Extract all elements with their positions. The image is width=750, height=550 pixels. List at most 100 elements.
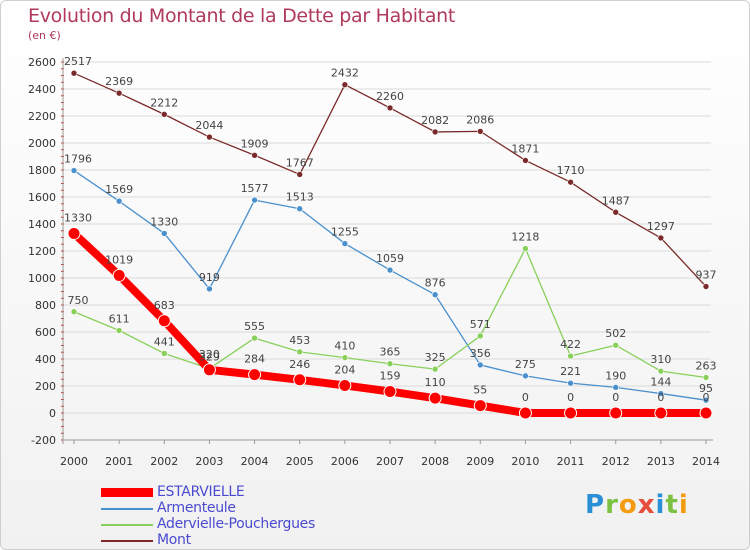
- data-point: [657, 367, 665, 375]
- series-mont: [70, 69, 710, 290]
- y-tick-label: 2000: [28, 137, 56, 150]
- chart-subtitle: (en €): [28, 29, 61, 42]
- y-tick-label: 0: [49, 407, 56, 420]
- data-point: [522, 157, 529, 164]
- data-label: 410: [334, 340, 355, 353]
- data-point: [473, 399, 487, 413]
- x-tick-label: 2006: [331, 455, 359, 468]
- data-point: [657, 234, 665, 242]
- data-label: 0: [522, 391, 529, 404]
- logo-letter: x: [637, 490, 656, 520]
- data-point: [383, 385, 397, 399]
- logo-letter: P: [585, 490, 606, 520]
- data-label: 876: [425, 277, 446, 290]
- data-point: [476, 128, 484, 135]
- data-label: 246: [289, 358, 310, 371]
- legend-label: Armenteule: [157, 500, 236, 516]
- data-label: 2369: [105, 75, 133, 88]
- data-point: [476, 361, 484, 369]
- data-label: 571: [470, 318, 491, 331]
- data-point: [70, 69, 78, 77]
- data-label: 1330: [64, 211, 92, 224]
- data-label: 144: [650, 376, 671, 389]
- data-label: 2212: [150, 96, 178, 109]
- data-point: [296, 205, 304, 213]
- legend-label: Adervielle-Pouchergues: [157, 516, 315, 532]
- data-point: [341, 240, 349, 247]
- y-tick-label: 1000: [28, 272, 56, 285]
- data-label: 1710: [557, 164, 585, 177]
- legend-swatch: [101, 540, 153, 542]
- data-point: [386, 104, 394, 112]
- series-estarvielle: [67, 226, 713, 420]
- data-point: [567, 379, 574, 387]
- data-point: [431, 128, 439, 136]
- data-label: 190: [605, 369, 626, 382]
- logo-letter: o: [618, 490, 638, 520]
- data-label: 453: [289, 334, 310, 347]
- x-tick-label: 2008: [421, 455, 449, 468]
- y-tick-label: 2200: [28, 110, 56, 123]
- legend-item-armenteule: Armenteule: [101, 500, 361, 517]
- y-tick-label: 2400: [28, 83, 56, 96]
- y-tick-label: -200: [31, 434, 56, 447]
- data-point: [522, 372, 529, 380]
- data-label: 310: [650, 353, 671, 366]
- data-label: 1577: [241, 182, 269, 195]
- data-label: 611: [109, 313, 130, 326]
- data-label: 1255: [331, 226, 359, 239]
- legend-item-adervielle-pouchergues: Adervielle-Pouchergues: [101, 516, 361, 533]
- logo-letter: r: [605, 490, 619, 520]
- x-tick-label: 2007: [376, 455, 404, 468]
- legend: ESTARVIELLE Armenteule Adervielle-Pouche…: [101, 484, 361, 549]
- data-point: [67, 226, 81, 240]
- y-tick-label: 200: [35, 380, 56, 393]
- data-label: 110: [425, 376, 446, 389]
- data-point: [115, 327, 123, 334]
- data-point: [293, 373, 307, 387]
- data-label: 2082: [421, 114, 449, 127]
- data-point: [699, 406, 713, 420]
- data-label: 55: [473, 384, 487, 397]
- x-tick-label: 2001: [105, 455, 133, 468]
- data-point: [251, 334, 258, 342]
- data-label: 275: [515, 358, 536, 371]
- x-tick-label: 2004: [241, 455, 269, 468]
- logo-letter: i: [655, 490, 666, 520]
- legend-swatch: [101, 488, 153, 497]
- data-label: 1330: [150, 215, 178, 228]
- data-label: 284: [244, 353, 265, 366]
- data-label: 441: [154, 335, 175, 348]
- data-point: [251, 196, 258, 204]
- data-point: [338, 378, 352, 392]
- data-label: 1218: [511, 231, 539, 244]
- data-point: [206, 133, 213, 141]
- data-point: [341, 354, 349, 361]
- data-point: [612, 208, 620, 216]
- data-point: [609, 406, 623, 420]
- data-label: 937: [696, 269, 717, 282]
- data-point: [522, 245, 529, 252]
- data-label: 1487: [602, 194, 630, 207]
- logo-letter: t: [665, 490, 679, 520]
- x-tick-label: 2011: [557, 455, 585, 468]
- data-label: 1569: [105, 183, 133, 196]
- data-point: [160, 350, 168, 357]
- data-label: 1871: [511, 142, 539, 155]
- data-point: [296, 348, 304, 356]
- data-label: 1059: [376, 252, 404, 265]
- data-point: [431, 365, 439, 373]
- data-label: 0: [567, 391, 574, 404]
- data-point: [386, 360, 394, 368]
- data-point: [476, 332, 484, 340]
- data-point: [157, 314, 171, 328]
- data-label: 1019: [105, 253, 133, 266]
- data-label: 0: [612, 391, 619, 404]
- data-label: 356: [470, 347, 491, 360]
- data-point: [431, 291, 439, 299]
- legend-item-mont: Mont: [101, 532, 361, 549]
- x-tick-label: 2010: [511, 455, 539, 468]
- data-point: [612, 341, 620, 349]
- data-labels: 2517 2369 2212 2044 1909 1767 2432 2260 2082 2086…: [64, 55, 717, 404]
- x-tick-label: 2005: [286, 455, 314, 468]
